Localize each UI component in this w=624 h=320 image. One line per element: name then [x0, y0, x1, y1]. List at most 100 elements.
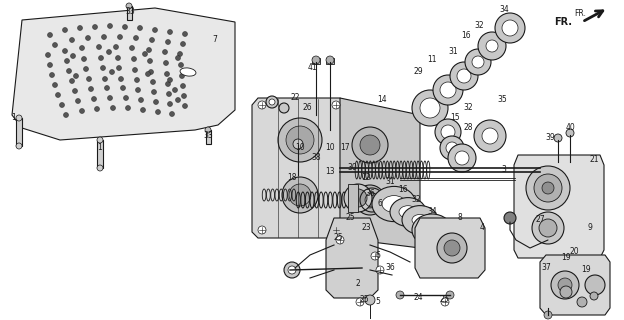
Circle shape	[167, 101, 172, 107]
Text: 31: 31	[448, 47, 458, 57]
Circle shape	[85, 36, 90, 41]
Ellipse shape	[399, 206, 417, 218]
Ellipse shape	[486, 40, 498, 52]
Circle shape	[446, 291, 454, 299]
Circle shape	[590, 292, 598, 300]
Polygon shape	[415, 218, 485, 278]
Text: 34: 34	[499, 5, 509, 14]
Circle shape	[76, 99, 80, 103]
Ellipse shape	[412, 90, 448, 126]
Text: 18: 18	[287, 173, 297, 182]
Circle shape	[102, 35, 107, 39]
Circle shape	[109, 69, 114, 75]
Circle shape	[135, 77, 140, 83]
Circle shape	[107, 50, 112, 54]
Circle shape	[396, 291, 404, 299]
Circle shape	[355, 185, 385, 215]
Circle shape	[114, 44, 119, 50]
Ellipse shape	[390, 197, 426, 227]
Circle shape	[278, 118, 322, 162]
Text: 32: 32	[411, 196, 421, 204]
Bar	[127, 6, 132, 20]
Text: 13: 13	[325, 167, 335, 177]
Circle shape	[266, 96, 278, 108]
Polygon shape	[540, 255, 610, 315]
Ellipse shape	[478, 32, 506, 60]
Text: 25: 25	[359, 295, 369, 305]
Polygon shape	[326, 218, 378, 298]
Circle shape	[97, 165, 103, 171]
Circle shape	[125, 106, 130, 110]
Bar	[16, 118, 22, 146]
Ellipse shape	[450, 62, 478, 90]
Circle shape	[360, 135, 380, 155]
Ellipse shape	[502, 20, 518, 36]
Circle shape	[104, 85, 109, 91]
Text: 6: 6	[376, 252, 381, 260]
Text: 6: 6	[378, 199, 383, 209]
Circle shape	[165, 71, 170, 76]
Circle shape	[16, 115, 22, 121]
Circle shape	[72, 89, 77, 93]
Polygon shape	[340, 98, 420, 248]
Circle shape	[165, 82, 170, 86]
Circle shape	[180, 74, 185, 78]
Text: 3: 3	[502, 165, 507, 174]
Circle shape	[332, 226, 340, 234]
Circle shape	[140, 108, 145, 113]
Circle shape	[180, 42, 185, 46]
Circle shape	[352, 127, 388, 163]
Circle shape	[175, 98, 180, 102]
Text: 31: 31	[385, 178, 395, 187]
Circle shape	[92, 25, 97, 29]
Circle shape	[356, 298, 364, 306]
Circle shape	[97, 44, 102, 50]
Text: 26: 26	[302, 103, 312, 113]
Bar	[312, 58, 320, 64]
Circle shape	[62, 49, 67, 53]
Ellipse shape	[440, 82, 456, 98]
Circle shape	[79, 45, 84, 51]
Text: 38: 38	[311, 154, 321, 163]
Polygon shape	[514, 155, 604, 258]
Circle shape	[312, 56, 320, 64]
Circle shape	[182, 93, 187, 99]
Circle shape	[258, 226, 266, 234]
Circle shape	[147, 47, 152, 52]
Bar	[206, 130, 211, 144]
Circle shape	[182, 103, 187, 108]
Text: 37: 37	[541, 263, 551, 273]
Ellipse shape	[457, 69, 471, 83]
Circle shape	[64, 113, 69, 117]
Ellipse shape	[180, 68, 196, 76]
Ellipse shape	[472, 56, 484, 68]
Text: 2: 2	[356, 279, 361, 289]
Circle shape	[150, 79, 155, 84]
Circle shape	[175, 55, 180, 60]
Circle shape	[284, 262, 300, 278]
Text: 14: 14	[377, 95, 387, 105]
Text: 17: 17	[340, 143, 350, 153]
Text: 7: 7	[213, 36, 217, 44]
Circle shape	[92, 97, 97, 101]
Circle shape	[122, 25, 127, 29]
Circle shape	[150, 37, 155, 43]
Ellipse shape	[465, 49, 491, 75]
Text: 39: 39	[545, 133, 555, 142]
Circle shape	[117, 66, 122, 70]
Circle shape	[282, 177, 318, 213]
Circle shape	[107, 23, 112, 28]
Text: 36: 36	[385, 263, 395, 273]
Circle shape	[79, 108, 84, 114]
Bar	[348, 184, 358, 212]
Text: 28: 28	[463, 124, 473, 132]
Circle shape	[180, 84, 185, 89]
Ellipse shape	[433, 75, 463, 105]
Circle shape	[365, 295, 375, 305]
Circle shape	[102, 76, 107, 82]
Circle shape	[332, 101, 340, 109]
Circle shape	[289, 184, 311, 206]
Circle shape	[162, 50, 167, 54]
Circle shape	[71, 53, 76, 59]
Circle shape	[326, 56, 334, 64]
